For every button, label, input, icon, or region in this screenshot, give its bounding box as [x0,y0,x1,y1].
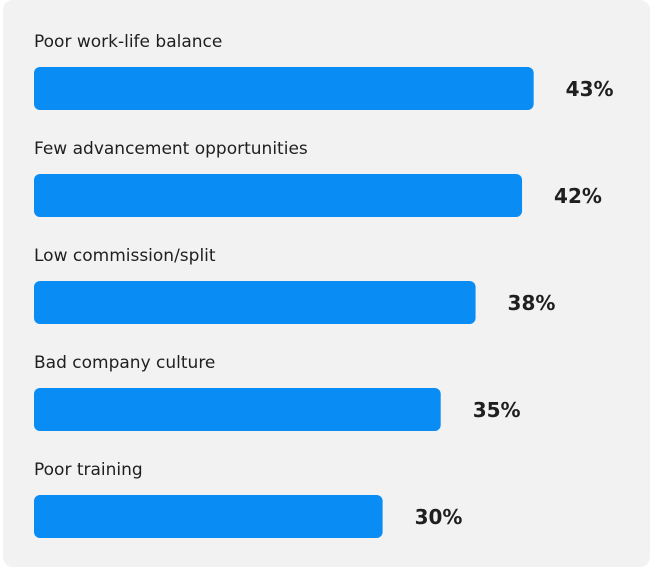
category-label: Poor training [34,460,143,480]
value-label: 38% [508,291,556,315]
bar [34,281,476,324]
value-label: 43% [566,77,614,101]
category-label: Low commission/split [34,246,216,266]
bar [34,174,523,217]
category-label: Bad company culture [34,353,215,373]
value-label: 42% [554,184,602,208]
value-label: 30% [415,505,463,529]
category-label: Poor work-life balance [34,32,222,52]
value-label: 35% [473,398,521,422]
bar [34,495,383,538]
category-label: Few advancement opportunities [34,139,308,159]
bar [34,67,534,110]
bar [34,388,441,431]
